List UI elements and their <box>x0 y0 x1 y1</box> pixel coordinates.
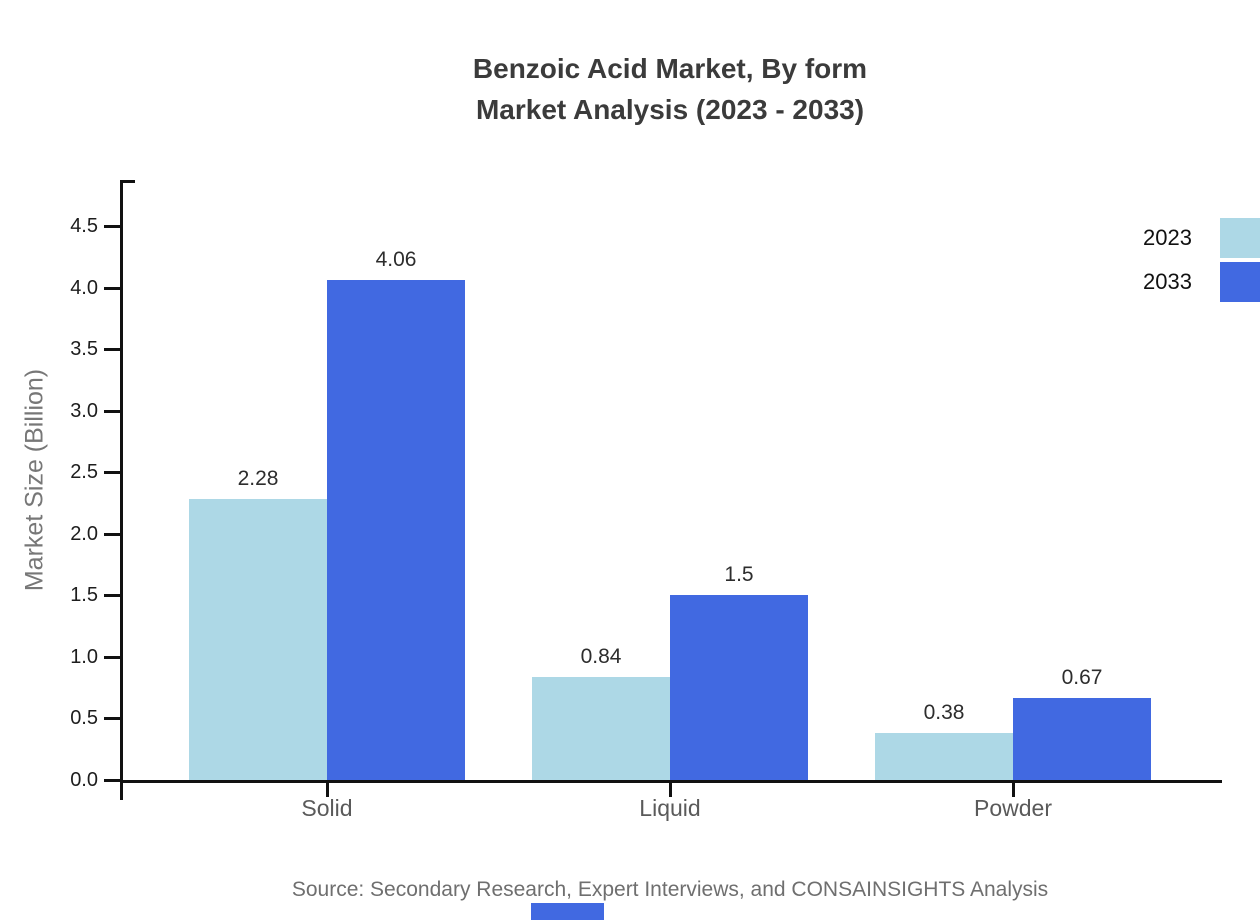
x-category-label: Powder <box>974 795 1052 821</box>
x-tick-mark <box>1012 783 1015 797</box>
bar-value-label: 2.28 <box>237 467 279 490</box>
bar-2023-powder <box>875 733 1013 780</box>
y-tick-mark <box>104 717 120 721</box>
legend-label: 2023 <box>1143 225 1192 250</box>
legend: 2023 2033 <box>1143 218 1260 302</box>
chart-title: Benzoic Acid Market, By form Market Anal… <box>80 48 1260 130</box>
legend-label: 2033 <box>1143 269 1192 294</box>
legend-item-2033: 2033 <box>1143 262 1260 302</box>
y-tick-label: 1.0 <box>70 645 98 668</box>
y-tick-mark <box>104 594 120 598</box>
y-tick-mark <box>104 286 120 290</box>
bar-value-label: 0.38 <box>923 701 965 724</box>
bar-2023-liquid <box>532 677 670 780</box>
bar-2033-liquid <box>670 595 808 780</box>
legend-swatch <box>1220 262 1260 302</box>
y-tick-label: 0.5 <box>70 707 98 730</box>
y-tick-label: 4.5 <box>70 215 98 238</box>
y-axis-spine <box>120 180 123 800</box>
y-tick-mark <box>104 348 120 352</box>
legend-swatch <box>1220 218 1260 258</box>
y-tick-label: 1.5 <box>70 584 98 607</box>
y-tick-label: 3.0 <box>70 399 98 422</box>
x-tick-mark <box>326 783 329 797</box>
chart-title-line2: Market Analysis (2023 - 2033) <box>475 94 865 125</box>
watermark-logo-bar <box>531 903 604 920</box>
legend-item-2023: 2023 <box>1143 218 1260 258</box>
bar-value-label: 0.67 <box>1061 666 1103 689</box>
y-tick-mark <box>104 225 120 229</box>
bar-value-label: 4.06 <box>375 248 417 271</box>
bar-value-label: 0.84 <box>580 645 622 668</box>
source-attribution: Source: Secondary Research, Expert Inter… <box>291 878 1049 901</box>
x-category-label: Solid <box>301 795 353 821</box>
y-tick-mark <box>104 409 120 413</box>
y-axis-title: Market Size (Billion) <box>20 368 49 592</box>
y-tick-label: 3.5 <box>70 338 98 361</box>
bar-value-label: 1.5 <box>724 563 754 586</box>
x-category-label: Liquid <box>639 795 701 821</box>
y-tick-mark <box>104 655 120 659</box>
x-tick-mark <box>669 783 672 797</box>
y-tick-label: 2.5 <box>70 461 98 484</box>
y-tick-mark <box>104 532 120 536</box>
bar-2033-solid <box>327 280 465 780</box>
bar-2023-solid <box>189 499 327 780</box>
chart-title-line1: Benzoic Acid Market, By form <box>472 53 868 84</box>
y-tick-mark <box>104 471 120 475</box>
y-axis-top-cap <box>120 180 135 183</box>
y-tick-mark <box>104 779 120 782</box>
y-tick-label: 4.0 <box>70 276 98 299</box>
y-tick-label: 0.0 <box>70 769 98 791</box>
y-tick-label: 2.0 <box>70 522 98 545</box>
bar-2033-powder <box>1013 698 1151 780</box>
x-axis-spine <box>120 780 1222 783</box>
